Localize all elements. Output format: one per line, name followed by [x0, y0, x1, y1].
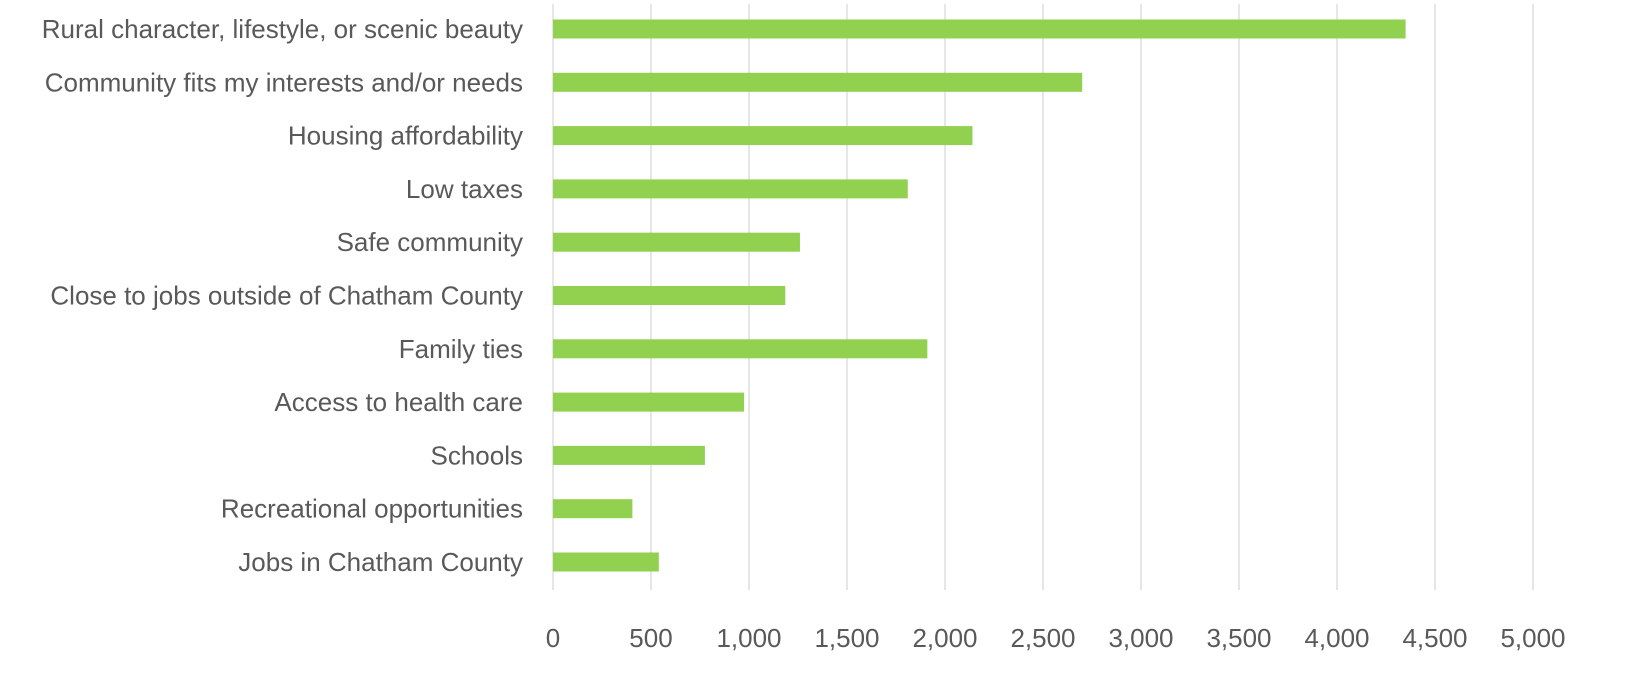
- category-label: Rural character, lifestyle, or scenic be…: [42, 14, 523, 44]
- x-tick-label: 3,500: [1206, 623, 1271, 653]
- category-label: Housing affordability: [288, 121, 523, 151]
- bar: [553, 179, 908, 199]
- category-label: Safe community: [337, 227, 523, 257]
- bar: [553, 445, 705, 465]
- x-axis-tick-labels: 0 500 1,000 1,500 2,000 2,500 3,000 3,500 4,000 4…: [546, 623, 1566, 653]
- x-tick-label: 4,000: [1304, 623, 1369, 653]
- bar: [553, 19, 1406, 39]
- category-label: Recreational opportunities: [221, 494, 523, 524]
- x-tick-label: 2,000: [912, 623, 977, 653]
- category-label: Jobs in Chatham County: [238, 547, 523, 577]
- x-tick-label: 1,500: [814, 623, 879, 653]
- x-tick-label: 1,000: [716, 623, 781, 653]
- category-label: Access to health care: [274, 387, 523, 417]
- category-label: Community fits my interests and/or needs: [45, 67, 523, 97]
- bar: [553, 392, 745, 412]
- x-tick-label: 5,000: [1500, 623, 1565, 653]
- gridlines: [552, 4, 1534, 590]
- category-label: Schools: [431, 440, 524, 470]
- category-label: Family ties: [399, 334, 523, 364]
- bar: [553, 499, 633, 519]
- bar: [553, 232, 800, 252]
- bar: [553, 286, 786, 305]
- x-tick-label: 2,500: [1010, 623, 1075, 653]
- x-tick-label: 500: [629, 623, 672, 653]
- bar: [553, 126, 973, 146]
- bar: [553, 339, 928, 359]
- bar: [553, 72, 1083, 92]
- category-label: Low taxes: [406, 174, 523, 204]
- category-labels: Rural character, lifestyle, or scenic be…: [42, 14, 523, 577]
- x-tick-label: 3,000: [1108, 623, 1173, 653]
- category-label: Close to jobs outside of Chatham County: [50, 281, 523, 311]
- bars: [553, 19, 1406, 572]
- bar: [553, 552, 659, 572]
- x-tick-label: 4,500: [1402, 623, 1467, 653]
- x-tick-label: 0: [546, 623, 560, 653]
